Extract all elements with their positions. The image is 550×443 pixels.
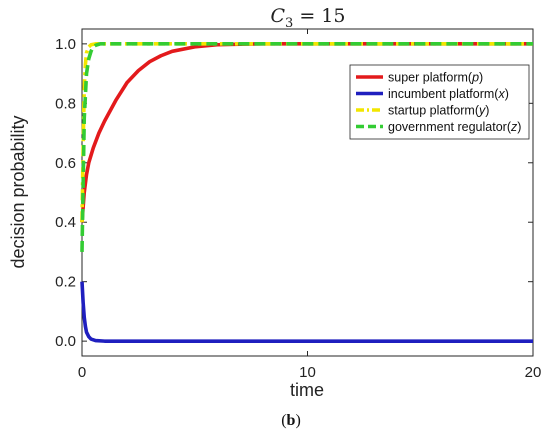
x-tick-label: 0 — [78, 364, 86, 381]
chart-title: C3 = 15 — [270, 5, 345, 31]
legend-entry-y: startup platform(y) — [388, 104, 489, 118]
series-line-x — [80, 281, 533, 343]
y-tick-label: 0.8 — [55, 95, 76, 112]
legend-entry-p: super platform(p) — [388, 71, 483, 85]
x-tick-label: 20 — [525, 364, 542, 381]
y-tick-label: 1.0 — [55, 36, 76, 53]
axis-ticks: 0 10 20 0.0 0.2 0.4 0.6 0.8 1.0 — [55, 29, 541, 381]
x-axis-label: time — [290, 380, 324, 400]
y-axis-label: decision probability — [8, 115, 28, 268]
series-line-z — [80, 42, 533, 252]
y-tick-label: 0.2 — [55, 274, 76, 291]
legend-entry-x: incumbent platform(x) — [388, 87, 509, 101]
series-layer — [80, 42, 533, 343]
legend: super platform(p) incumbent platform(x) st… — [349, 64, 530, 140]
legend-entry-z: government regulator(z) — [388, 120, 521, 134]
y-tick-label: 0.4 — [55, 214, 76, 231]
subfigure-caption: (b) — [281, 412, 301, 429]
y-tick-label: 0.6 — [55, 155, 76, 172]
y-tick-label: 0.0 — [55, 333, 76, 350]
x-tick-label: 10 — [299, 364, 316, 381]
